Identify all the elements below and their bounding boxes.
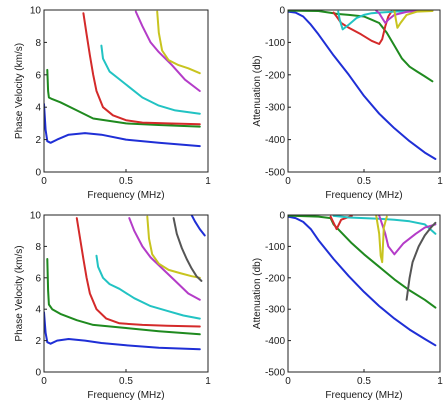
series-line-1 (44, 311, 201, 351)
series-line-5 (134, 10, 201, 92)
series-line-4 (95, 254, 201, 320)
y-axis-label: Attenuation (db) (252, 55, 263, 126)
series-line-2 (46, 68, 201, 128)
x-tick-label: 1 (205, 376, 211, 387)
series-line-4 (332, 215, 437, 235)
x-tick-label: 0 (41, 176, 47, 187)
series-line-6 (146, 215, 201, 279)
x-axis-label: Frequency (MHz) (87, 190, 164, 201)
y-tick-label: -200 (265, 70, 285, 81)
y-tick-label: 6 (35, 273, 41, 284)
series-group (288, 215, 437, 347)
x-tick-label: 1 (437, 176, 443, 187)
chart-panel-2: 0 0.5 1 0 -100 -200 -300 -400 -500 Frequency (MHz… (252, 6, 443, 202)
y-tick-label: -400 (265, 135, 285, 146)
series-line-4 (337, 10, 434, 31)
series-line-4 (100, 44, 201, 115)
y-tick-label: 0 (279, 211, 285, 222)
plot-frame (287, 214, 441, 373)
y-tick-label: -500 (265, 368, 285, 379)
series-line-1 (288, 215, 437, 347)
x-axis-label: Frequency (MHz) (325, 390, 402, 401)
y-axis-label: Phase Velocity (km/s) (14, 43, 25, 139)
series-line-6 (156, 10, 201, 75)
y-tick-label: 4 (35, 103, 41, 114)
series-line-1 (288, 10, 437, 160)
series-line-3 (82, 12, 201, 126)
y-tick-label: 6 (35, 70, 41, 81)
y-tick-label: -200 (265, 273, 285, 284)
x-axis-label: Frequency (MHz) (325, 190, 402, 201)
x-tick-label: 0.5 (119, 376, 133, 387)
y-axis-label: Phase Velocity (km/s) (14, 245, 25, 341)
x-tick-label: 0.5 (119, 176, 133, 187)
series-line-1 (44, 103, 201, 148)
y-axis-label: Attenuation (db) (252, 258, 263, 329)
x-tick-label: 1 (437, 376, 443, 387)
y-tick-label: -500 (265, 168, 285, 179)
x-tick-label: 0 (41, 376, 47, 387)
series-group (44, 215, 206, 351)
y-tick-label: -300 (265, 103, 285, 114)
x-tick-label: 0.5 (357, 176, 371, 187)
y-tick-label: 0 (35, 168, 41, 179)
y-tick-label: 10 (30, 211, 42, 222)
series-line-3 (75, 217, 201, 328)
plot-frame (43, 9, 209, 173)
series-line-2 (46, 258, 201, 336)
x-axis-label: Frequency (MHz) (87, 390, 164, 401)
series-line-8 (190, 215, 206, 237)
y-tick-label: 4 (35, 305, 41, 316)
series-line-2 (288, 215, 437, 309)
y-tick-label: 0 (35, 368, 41, 379)
y-tick-label: 8 (35, 242, 41, 253)
y-tick-label: -300 (265, 305, 285, 316)
series-group (288, 10, 437, 160)
series-line-6 (393, 10, 434, 29)
series-line-5 (128, 217, 201, 301)
series-line-2 (288, 10, 434, 83)
chart-panel-4: 0 0.5 1 0 -100 -200 -300 -400 -500 Frequency (MHz… (252, 211, 443, 402)
x-tick-label: 0.5 (357, 376, 371, 387)
y-tick-label: 10 (30, 6, 42, 17)
y-tick-label: 2 (35, 135, 41, 146)
y-tick-label: -100 (265, 242, 285, 253)
y-tick-label: 8 (35, 38, 41, 49)
y-tick-label: -100 (265, 38, 285, 49)
series-line-7 (172, 217, 203, 282)
y-tick-label: 0 (279, 6, 285, 17)
x-tick-label: 0 (285, 376, 291, 387)
x-tick-label: 0 (285, 176, 291, 187)
series-line-3 (329, 215, 353, 231)
series-group (44, 10, 201, 148)
series-line-5 (375, 10, 434, 24)
series-line-7 (405, 221, 437, 301)
series-line-6 (375, 215, 388, 264)
x-tick-label: 1 (205, 176, 211, 187)
y-tick-label: -400 (265, 336, 285, 347)
y-tick-label: 2 (35, 336, 41, 347)
